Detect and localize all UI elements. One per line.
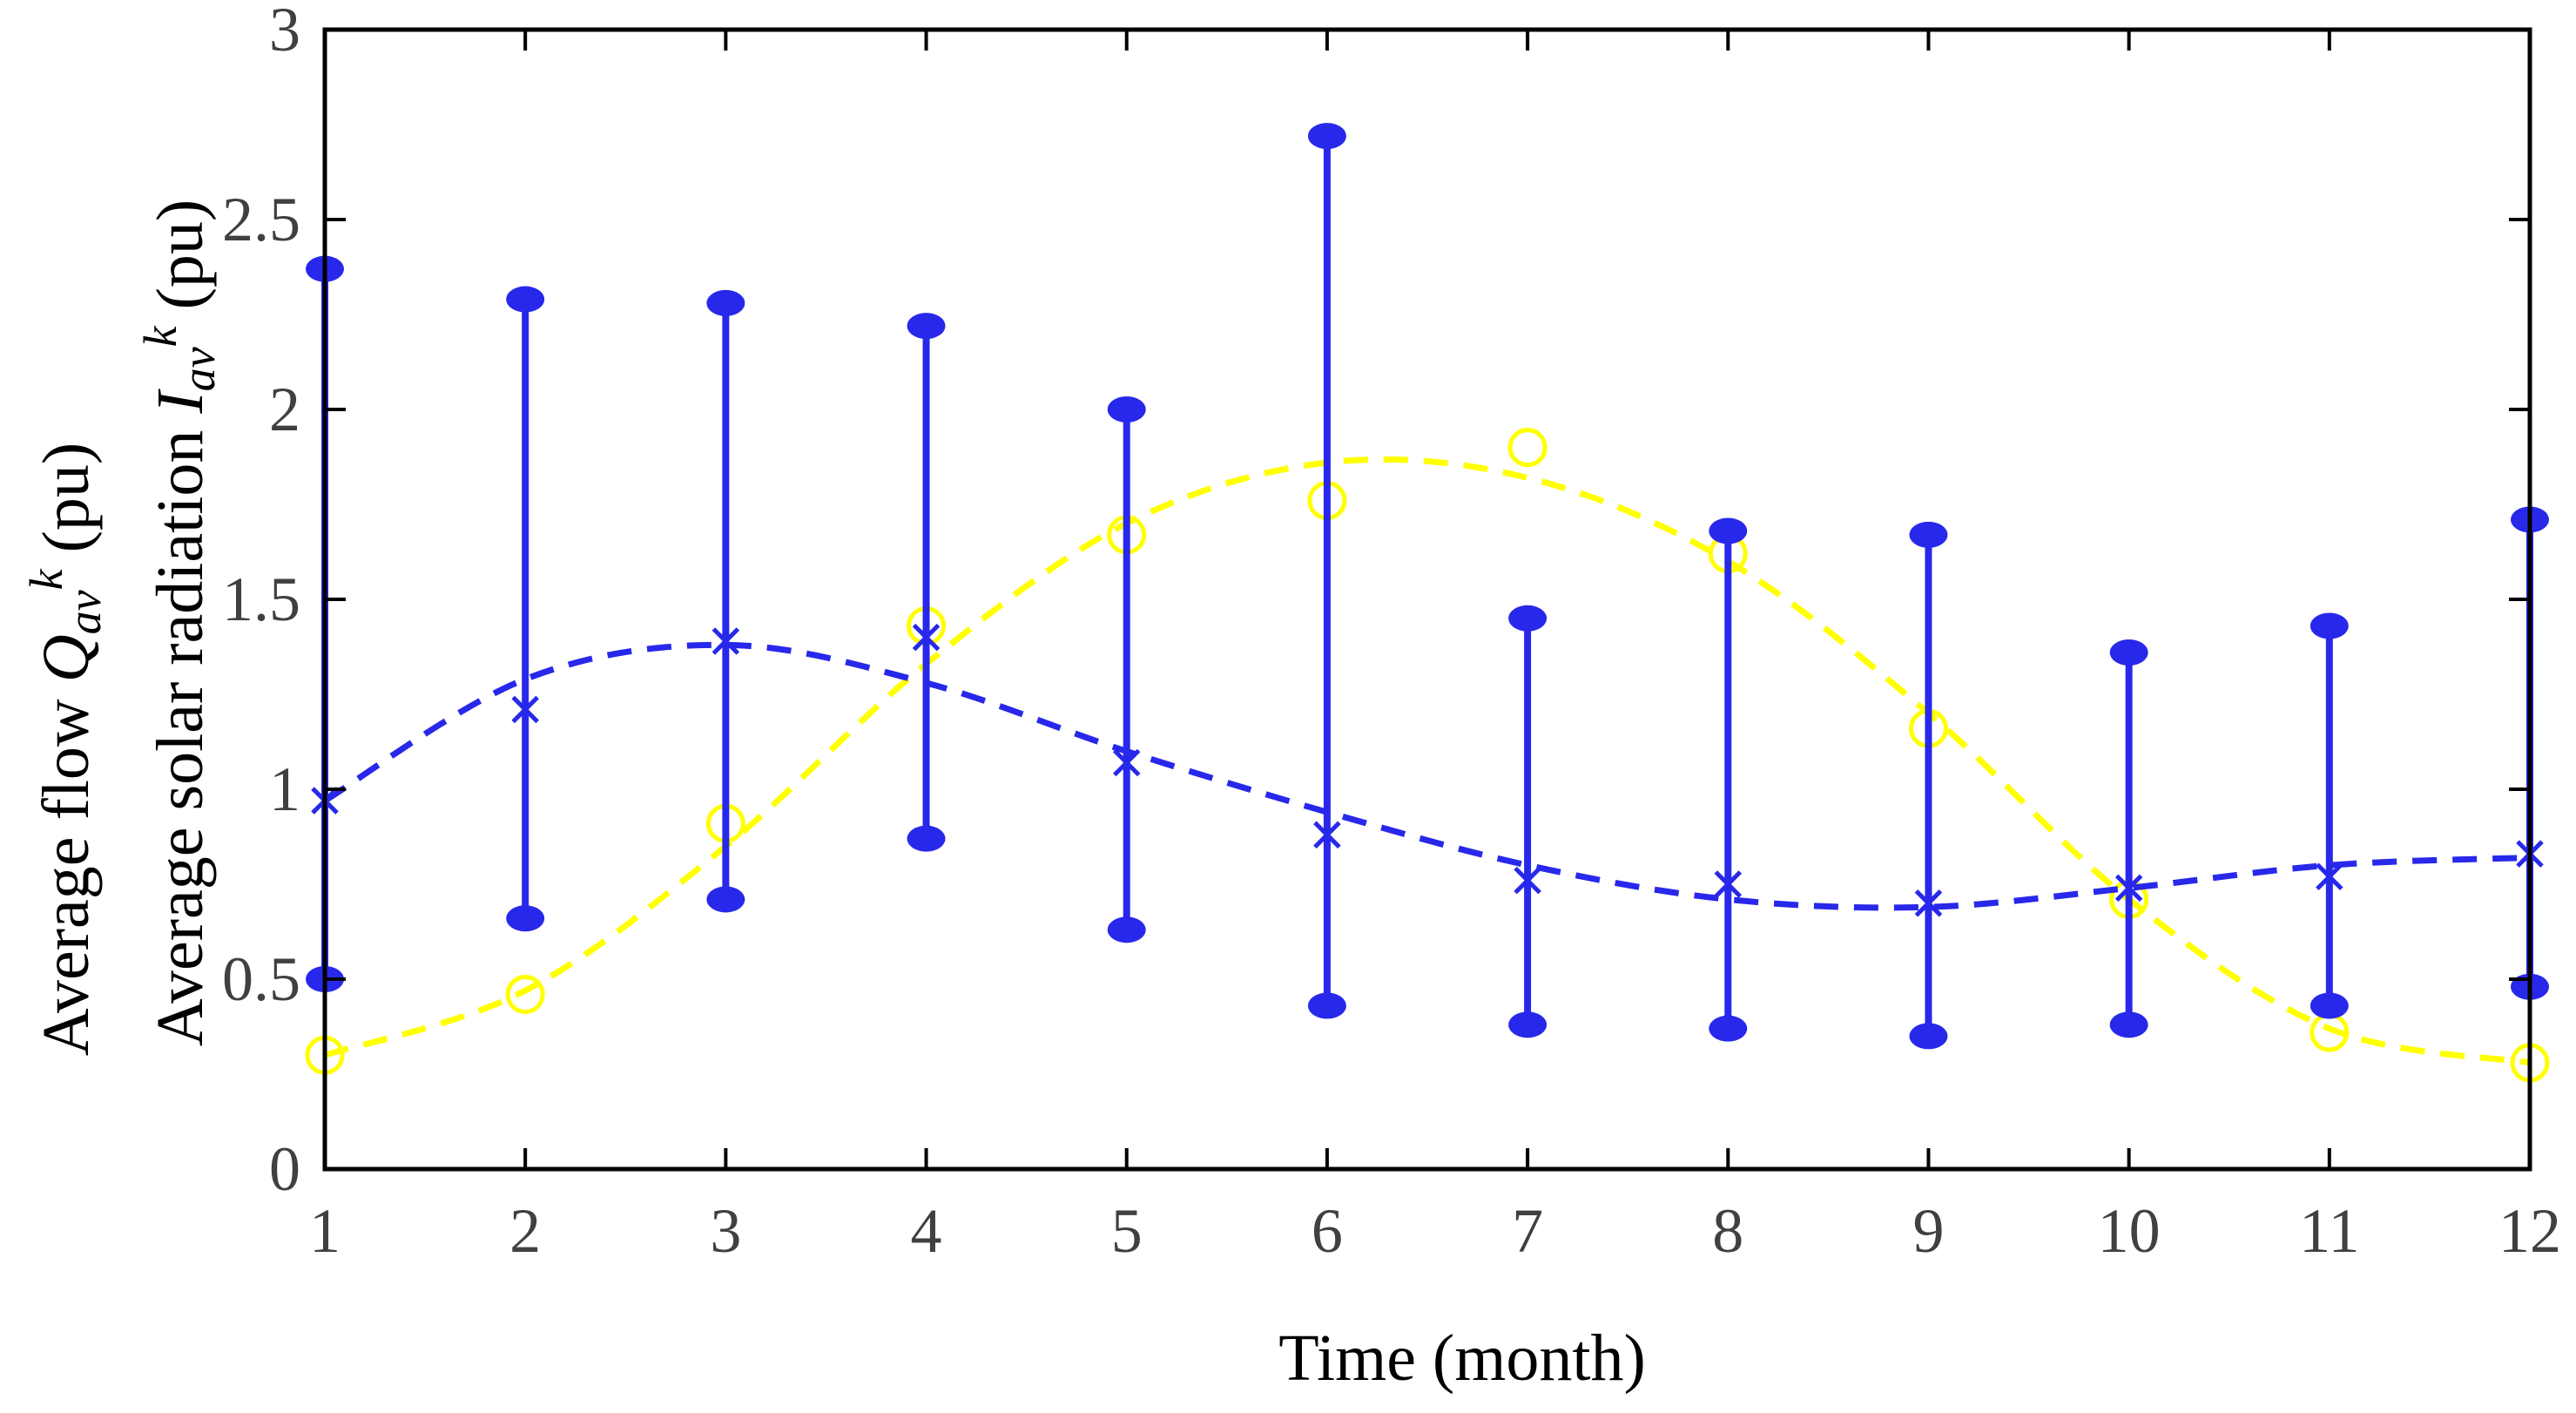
flow-point bbox=[2316, 862, 2343, 891]
x-tick-label: 5 bbox=[1111, 1196, 1143, 1266]
flow-point bbox=[912, 623, 941, 652]
y-tick-label: 3 bbox=[269, 0, 300, 64]
y-tick-label: 2 bbox=[269, 375, 300, 444]
flow-error-cap-min bbox=[706, 886, 745, 913]
flow-error-cap-min bbox=[1909, 1023, 1948, 1050]
flow-point bbox=[1714, 870, 1743, 898]
flow-error-cap-max bbox=[1307, 123, 1346, 150]
flow-error-cap-min bbox=[907, 825, 946, 852]
y-axis-label-solar: Average solar radiation Iavk (pu) bbox=[134, 199, 225, 1046]
y-tick-label: 1.5 bbox=[222, 565, 300, 634]
flow-error-cap-max bbox=[907, 313, 946, 340]
flow-error-cap-min bbox=[1307, 992, 1346, 1019]
x-tick-label: 2 bbox=[509, 1196, 541, 1266]
flow-error-cap-max bbox=[1107, 396, 1146, 423]
flow-error-cap-max bbox=[506, 286, 545, 313]
x-axis-label: Time (month) bbox=[1278, 1322, 1646, 1395]
x-tick-label: 3 bbox=[710, 1196, 741, 1266]
solar-point bbox=[1507, 428, 1548, 468]
flow-error-cap-min bbox=[2310, 992, 2349, 1019]
flow-point bbox=[1313, 821, 1341, 849]
flow-point bbox=[1914, 889, 1943, 917]
x-tick-label: 8 bbox=[1712, 1196, 1743, 1266]
flow-error-cap-max bbox=[706, 289, 745, 316]
x-tick-label: 10 bbox=[2098, 1196, 2161, 1266]
x-tick-label: 1 bbox=[309, 1196, 341, 1266]
y-tick-label: 2.5 bbox=[222, 185, 300, 254]
y-tick-label: 0 bbox=[269, 1134, 300, 1204]
y-tick-label: 1 bbox=[269, 754, 300, 824]
flow-point bbox=[511, 695, 539, 724]
flow-error-cap-max bbox=[1508, 605, 1548, 632]
flow-error-cap-min bbox=[1508, 1011, 1548, 1038]
flow-trend-line bbox=[323, 641, 2531, 911]
flow-error-cap-max bbox=[2310, 612, 2349, 639]
solar-trend-line bbox=[323, 456, 2531, 1066]
flow-point bbox=[2114, 874, 2143, 903]
flow-error-cap-min bbox=[506, 905, 545, 932]
x-tick-label: 6 bbox=[1312, 1196, 1343, 1266]
flow-error-cap-min bbox=[1709, 1015, 1748, 1042]
x-tick-label: 4 bbox=[911, 1196, 942, 1266]
flow-error-cap-min bbox=[1107, 916, 1146, 943]
x-tick-label: 7 bbox=[1512, 1196, 1543, 1266]
solar-point bbox=[505, 974, 545, 1014]
flow-point bbox=[1112, 748, 1141, 777]
x-tick-label: 12 bbox=[2498, 1196, 2561, 1266]
x-tick-label: 11 bbox=[2299, 1196, 2359, 1266]
y-tick-label: 0.5 bbox=[222, 944, 300, 1014]
flow-error-cap-max bbox=[1709, 517, 1748, 544]
flow-point bbox=[711, 627, 740, 655]
x-tick-label: 9 bbox=[1912, 1196, 1944, 1266]
flow-point bbox=[1514, 866, 1541, 895]
y-axis-label-flow: Average flow Qavk (pu) bbox=[20, 443, 111, 1057]
flow-error-cap-min bbox=[2109, 1011, 2148, 1038]
flow-error-cap-max bbox=[2109, 639, 2148, 666]
flow-error-cap-max bbox=[1909, 521, 1948, 548]
